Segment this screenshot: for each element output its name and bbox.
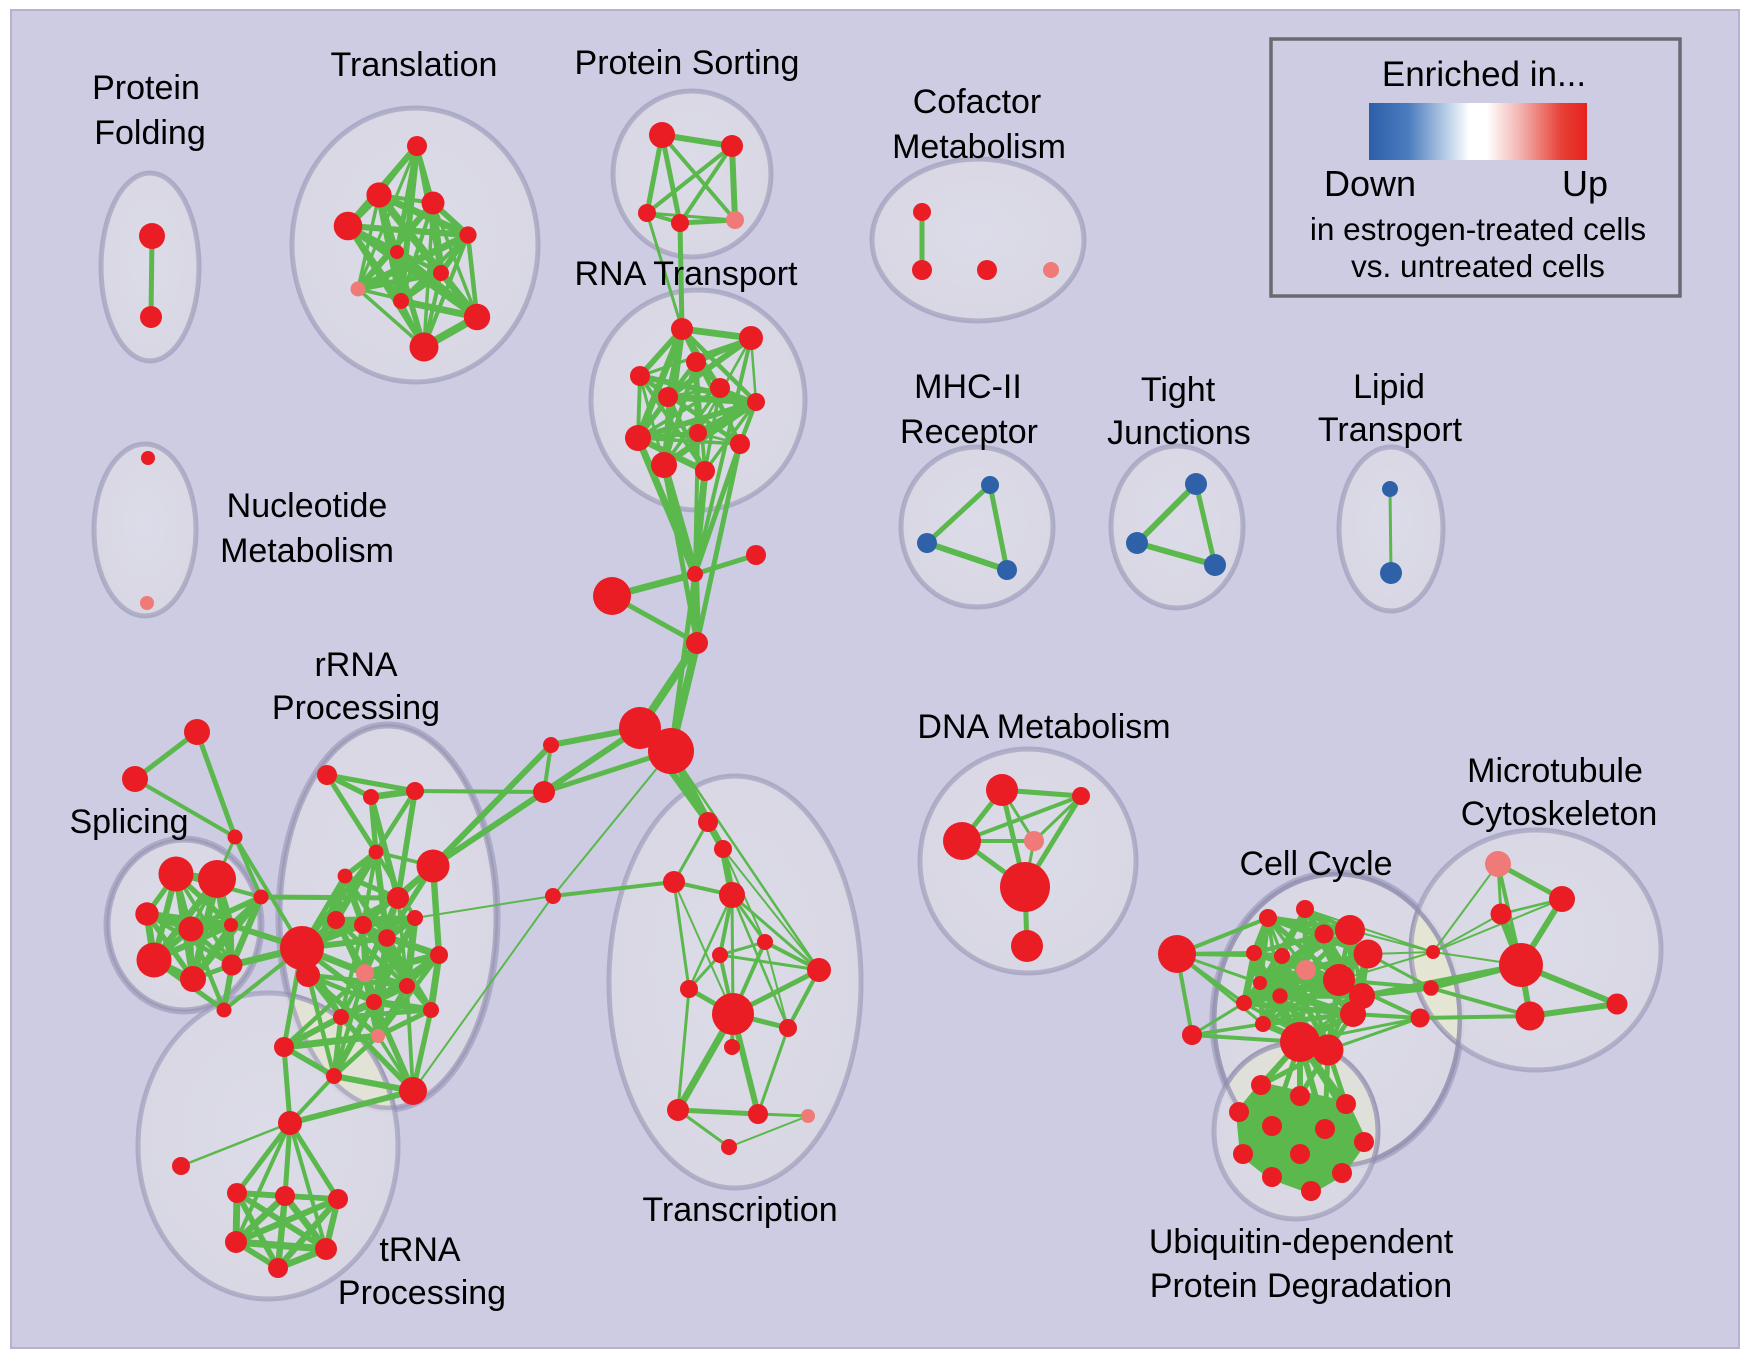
svg-text:MHC-II: MHC-II [914,368,1022,406]
svg-text:Microtubule: Microtubule [1467,752,1643,790]
svg-text:vs. untreated cells: vs. untreated cells [1351,248,1605,284]
svg-text:Protein Sorting: Protein Sorting [575,44,800,82]
svg-text:in estrogen-treated cells: in estrogen-treated cells [1310,211,1646,247]
svg-text:DNA Metabolism: DNA Metabolism [917,708,1170,746]
svg-text:Metabolism: Metabolism [892,128,1066,166]
svg-text:Transport: Transport [1318,411,1463,449]
svg-text:Processing: Processing [338,1274,506,1312]
svg-text:Nucleotide: Nucleotide [227,487,388,525]
svg-text:Ubiquitin-dependent: Ubiquitin-dependent [1149,1223,1454,1261]
svg-text:Lipid: Lipid [1353,368,1425,406]
svg-text:Cell Cycle: Cell Cycle [1239,845,1392,883]
svg-text:Processing: Processing [272,689,440,727]
svg-text:Cytoskeleton: Cytoskeleton [1461,795,1658,833]
svg-text:Protein: Protein [92,69,200,107]
svg-text:Down: Down [1324,163,1416,204]
svg-text:Metabolism: Metabolism [220,532,394,570]
svg-text:Cofactor: Cofactor [913,83,1042,121]
svg-text:Tight: Tight [1141,371,1216,409]
svg-text:Transcription: Transcription [642,1191,837,1229]
svg-text:Translation: Translation [331,46,498,84]
svg-text:Up: Up [1562,163,1608,204]
svg-text:Receptor: Receptor [900,413,1038,451]
svg-text:Folding: Folding [94,114,206,152]
svg-text:Splicing: Splicing [69,803,188,841]
svg-text:rRNA: rRNA [314,646,397,684]
svg-text:Enriched in...: Enriched in... [1382,55,1586,94]
svg-text:Protein Degradation: Protein Degradation [1150,1267,1452,1305]
svg-text:tRNA: tRNA [379,1231,461,1269]
svg-text:Junctions: Junctions [1107,414,1251,452]
svg-text:RNA Transport: RNA Transport [575,255,799,293]
